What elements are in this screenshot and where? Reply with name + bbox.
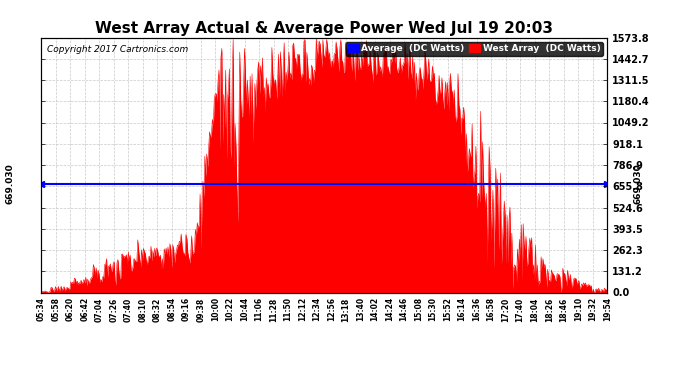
Text: 669.030: 669.030 xyxy=(6,164,14,204)
Legend: Average  (DC Watts), West Array  (DC Watts): Average (DC Watts), West Array (DC Watts… xyxy=(346,42,602,56)
Title: West Array Actual & Average Power Wed Jul 19 20:03: West Array Actual & Average Power Wed Ju… xyxy=(95,21,553,36)
Text: 669.030: 669.030 xyxy=(634,164,643,204)
Text: Copyright 2017 Cartronics.com: Copyright 2017 Cartronics.com xyxy=(47,45,188,54)
